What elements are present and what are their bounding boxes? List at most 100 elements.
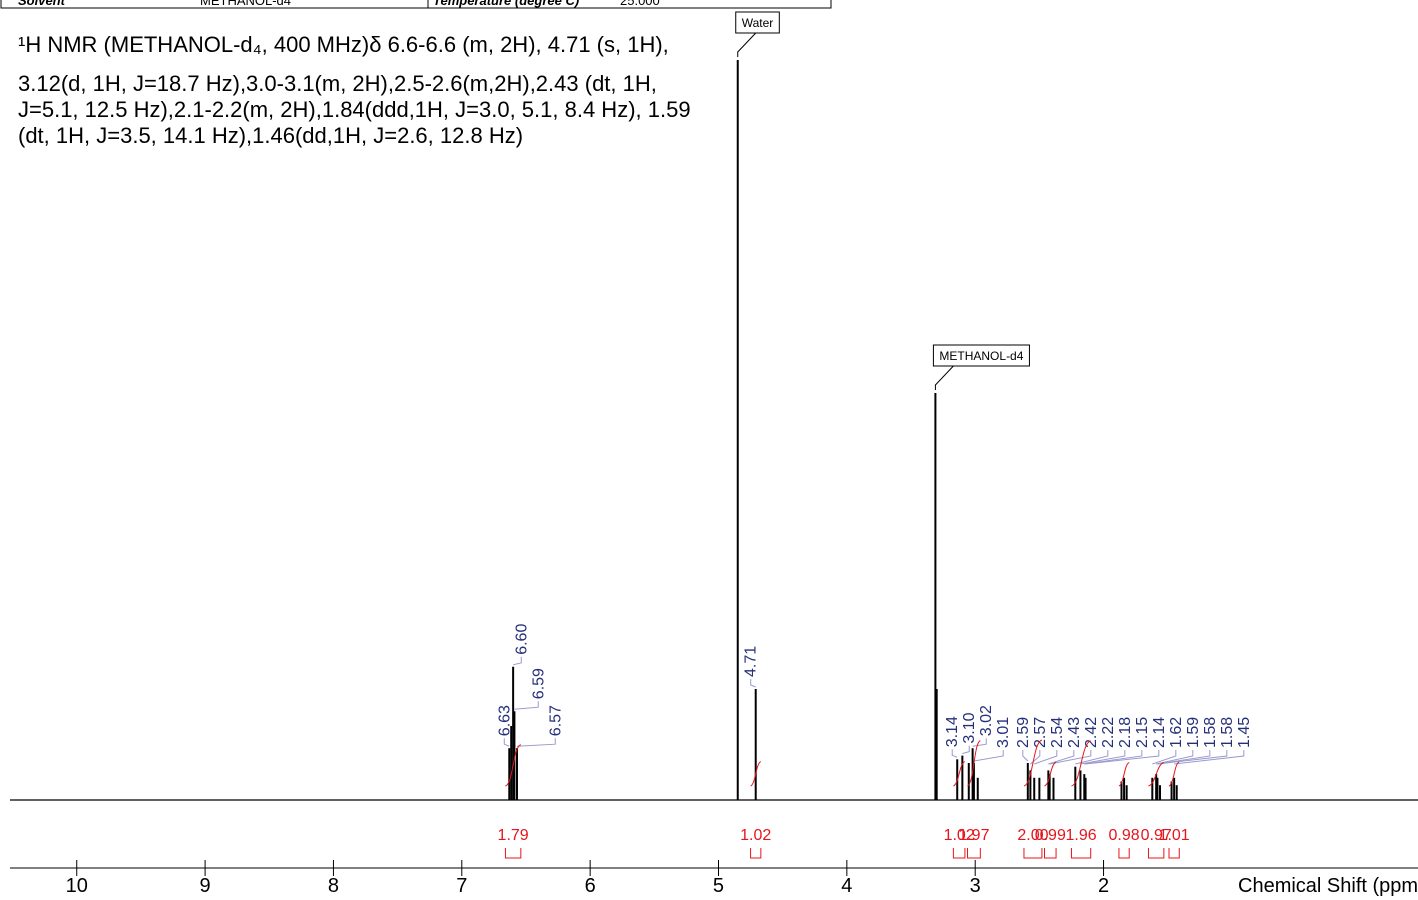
peak-label-leader (951, 749, 958, 758)
x-tick-label: 6 (585, 875, 596, 897)
peak-label: 2.54 (1049, 717, 1066, 748)
peak-label-leader (1080, 750, 1126, 765)
annotation-leader (934, 365, 954, 390)
table-border (0, 0, 832, 9)
integral-curve (953, 761, 966, 787)
integral-bracket (1118, 848, 1130, 859)
peak-label: 6.60 (513, 624, 530, 655)
peak-label-leader (1022, 750, 1029, 762)
integral-bracket (952, 848, 966, 859)
table-cell: Solvent (18, 0, 66, 8)
integral-curve (1168, 761, 1180, 787)
peak-label-leader (516, 738, 556, 747)
peak-label-leader (1157, 750, 1211, 765)
peak-label: 2.42 (1083, 717, 1100, 748)
peak-label: 3.02 (978, 705, 995, 736)
x-tick-label: 7 (456, 875, 467, 897)
peak-label-leader (1048, 750, 1075, 765)
integral-label: 0.98 (1109, 827, 1140, 844)
peak-label-leader (1157, 750, 1228, 765)
integral-bracket (1147, 848, 1165, 859)
description-line: J=5.1, 12.5 Hz),2.1-2.2(m, 2H),1.84(ddd,… (18, 97, 691, 122)
peak-label: 3.01 (995, 717, 1012, 748)
peak-label-leader (503, 738, 510, 747)
integral-curve (750, 761, 762, 787)
peak-label: 6.57 (547, 705, 564, 736)
peak-label: 2.22 (1100, 717, 1117, 748)
peak-label: 2.15 (1134, 717, 1151, 748)
peak-label: 6.59 (530, 668, 547, 699)
annotation-box (932, 344, 1030, 367)
table-cell: 25.000 (620, 0, 660, 8)
annotation-text: Water (742, 16, 774, 30)
description-line: 3.12(d, 1H, J=18.7 Hz),3.0-3.1(m, 2H),2.… (18, 71, 657, 96)
description-line: ¹H NMR (METHANOL-d₄, 400 MHz)δ 6.6-6.6 (… (18, 32, 669, 57)
peak-label-leader (1049, 750, 1092, 765)
peak-label-leader (973, 750, 1004, 762)
integral-label: 1.02 (944, 827, 975, 844)
peak-label-leader (1084, 750, 1143, 765)
integral-bracket (504, 848, 522, 859)
peak-label: 2.14 (1151, 717, 1168, 748)
integral-bracket (966, 848, 981, 859)
peak-label: 2.59 (1015, 717, 1032, 748)
x-tick-label: 4 (841, 875, 852, 897)
integral-curve (1118, 761, 1130, 787)
peak-label: 3.14 (944, 716, 961, 747)
peak-label: 1.58 (1202, 717, 1219, 748)
peak-label-leader (962, 745, 970, 755)
peak-label-leader (750, 679, 756, 688)
peak-label: 1.58 (1219, 717, 1236, 748)
peak-label-leader (1156, 750, 1194, 765)
peak-label-leader (1085, 750, 1160, 765)
x-tick-label: 3 (970, 875, 981, 897)
peak-label: 2.18 (1117, 717, 1134, 748)
header-table: Solvent METHANOL-d4 Temperature (degree … (0, 0, 832, 9)
integral-curve (967, 740, 981, 787)
integral-bracket (750, 848, 762, 859)
peak-label: 6.63 (496, 705, 513, 736)
peak-label-leader (513, 656, 522, 666)
annotation-leader (737, 32, 757, 57)
description-line: (dt, 1H, J=3.5, 14.1 Hz),1.46(dd,1H, J=2… (18, 123, 523, 148)
integral-bracket (1023, 848, 1043, 859)
integral-curve (505, 744, 522, 787)
integral-label: 1.01 (1159, 827, 1190, 844)
peak-label: 3.10 (961, 712, 978, 743)
integral-curve (1148, 762, 1165, 787)
peak-label: 1.45 (1236, 717, 1253, 748)
integral-label: 1.97 (958, 827, 989, 844)
annotation-box (735, 11, 780, 34)
integral-bracket (1044, 848, 1057, 859)
integral-curve (1071, 740, 1091, 787)
peak-label-leader (514, 701, 539, 710)
peak-label: 1.62 (1168, 717, 1185, 748)
peak-label: 4.71 (743, 646, 760, 677)
peak-label: 2.57 (1032, 717, 1049, 748)
peak-label-leader (1174, 750, 1245, 765)
integral-label: 2.00 (1017, 827, 1048, 844)
x-tick-label: 9 (200, 875, 211, 897)
x-tick-label: 10 (66, 875, 88, 897)
integral-bracket (1168, 848, 1180, 859)
table-cell: METHANOL-d4 (200, 0, 291, 8)
x-tick-label: 5 (713, 875, 724, 897)
table-cell: Temperature (degree C) (433, 0, 579, 8)
peak-label-leader (1075, 750, 1109, 765)
integral-curve (1044, 761, 1057, 787)
integral-bracket (1070, 848, 1092, 859)
peak-label: 1.59 (1185, 717, 1202, 748)
x-axis-label: Chemical Shift (ppm) (1238, 875, 1418, 897)
integral-label: 0.97 (1141, 827, 1172, 844)
annotation-text: METHANOL-d4 (939, 349, 1023, 363)
integral-curve (1023, 739, 1043, 787)
integral-label: 1.02 (740, 827, 771, 844)
peak-label-leader (1152, 750, 1177, 765)
x-tick-label: 2 (1098, 875, 1109, 897)
x-tick-label: 8 (328, 875, 339, 897)
integral-label: 1.96 (1066, 827, 1097, 844)
peak-label: 2.43 (1066, 717, 1083, 748)
peak-label-leader (1034, 750, 1058, 765)
